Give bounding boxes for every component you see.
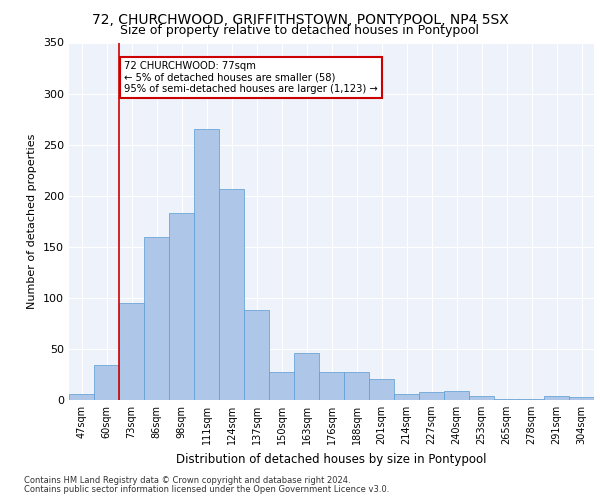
Bar — [444, 391, 469, 400]
Bar — [569, 397, 594, 400]
Bar — [519, 399, 544, 400]
Bar — [544, 396, 569, 400]
Bar — [394, 394, 419, 400]
Bar — [94, 366, 119, 400]
Bar — [494, 399, 519, 400]
X-axis label: Distribution of detached houses by size in Pontypool: Distribution of detached houses by size … — [176, 452, 487, 466]
Y-axis label: Number of detached properties: Number of detached properties — [28, 134, 37, 309]
Text: Size of property relative to detached houses in Pontypool: Size of property relative to detached ho… — [121, 24, 479, 37]
Bar — [69, 394, 94, 400]
Bar — [369, 378, 394, 400]
Bar — [169, 213, 194, 400]
Text: 72, CHURCHWOOD, GRIFFITHSTOWN, PONTYPOOL, NP4 5SX: 72, CHURCHWOOD, GRIFFITHSTOWN, PONTYPOOL… — [92, 12, 508, 26]
Bar — [219, 188, 244, 400]
Bar — [469, 396, 494, 400]
Bar — [119, 303, 144, 400]
Text: Contains HM Land Registry data © Crown copyright and database right 2024.: Contains HM Land Registry data © Crown c… — [24, 476, 350, 485]
Bar — [144, 236, 169, 400]
Bar — [319, 372, 344, 400]
Bar — [244, 310, 269, 400]
Bar — [294, 353, 319, 400]
Bar — [269, 372, 294, 400]
Text: Contains public sector information licensed under the Open Government Licence v3: Contains public sector information licen… — [24, 484, 389, 494]
Text: 72 CHURCHWOOD: 77sqm
← 5% of detached houses are smaller (58)
95% of semi-detach: 72 CHURCHWOOD: 77sqm ← 5% of detached ho… — [124, 61, 378, 94]
Bar — [344, 372, 369, 400]
Bar — [419, 392, 444, 400]
Bar — [194, 130, 219, 400]
